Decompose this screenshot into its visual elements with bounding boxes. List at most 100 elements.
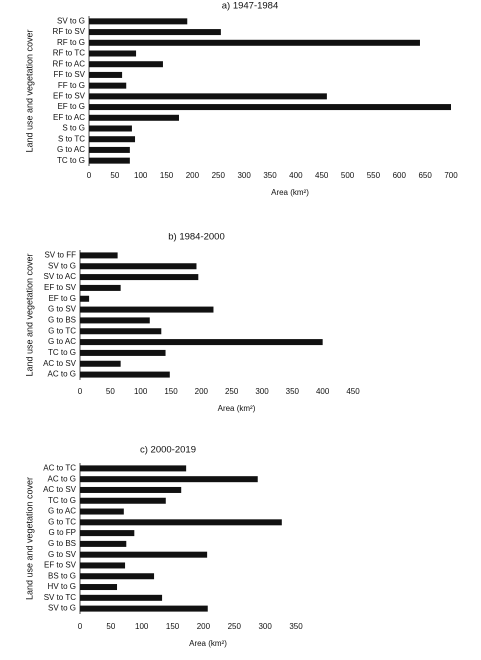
y-tick-label: SV to G (57, 16, 85, 25)
x-tick-label: 350 (286, 387, 300, 396)
bar (80, 328, 162, 335)
x-tick-label: 400 (316, 387, 330, 396)
y-tick-label: S to TC (58, 134, 85, 143)
y-tick-label: HV to G (48, 582, 76, 591)
y-axis-label: Land use and vegetation cover (24, 477, 34, 600)
x-tick-label: 0 (78, 622, 83, 631)
y-tick-label: FF to SV (53, 70, 85, 79)
bar (89, 61, 163, 68)
y-tick-label: TC to G (48, 348, 76, 357)
x-tick-label: 300 (255, 387, 269, 396)
bar (80, 530, 135, 537)
y-tick-label: SV to G (48, 604, 76, 613)
bar (80, 551, 208, 558)
bar (80, 605, 208, 612)
y-tick-label: G to AC (57, 145, 85, 154)
bar (89, 157, 130, 164)
bar (89, 29, 221, 36)
bar (80, 295, 90, 302)
y-tick-label: AC to SV (43, 359, 77, 368)
bar (80, 584, 118, 591)
x-tick-label: 350 (289, 622, 303, 631)
bar (80, 317, 150, 324)
bar (89, 82, 127, 89)
y-tick-label: G to SV (48, 305, 77, 314)
bar (89, 136, 136, 143)
bar (80, 573, 155, 580)
y-tick-label: AC to G (48, 474, 76, 483)
x-tick-label: 700 (444, 171, 458, 180)
y-tick-label: RF to AC (53, 59, 86, 68)
y-tick-label: EF to SV (44, 283, 77, 292)
y-tick-label: SV to G (48, 261, 76, 270)
y-tick-label: G to TC (48, 517, 76, 526)
y-tick-label: EF to G (57, 102, 85, 111)
x-tick-label: 50 (106, 622, 115, 631)
y-tick-label: RF to G (57, 38, 85, 47)
y-tick-label: EF to SV (53, 91, 86, 100)
x-tick-label: 600 (393, 171, 407, 180)
bar (80, 339, 323, 346)
x-tick-label: 50 (110, 171, 119, 180)
x-axis-label: Area (km²) (189, 639, 227, 648)
bar (80, 562, 126, 569)
bar (80, 476, 258, 483)
x-tick-label: 250 (228, 622, 242, 631)
y-tick-label: AC to TC (43, 464, 76, 473)
y-tick-label: TC to G (48, 496, 76, 505)
x-tick-label: 550 (367, 171, 381, 180)
chart-title: b) 1984-2000 (168, 232, 225, 243)
x-tick-label: 200 (197, 622, 211, 631)
y-tick-label: SV to FF (44, 251, 76, 260)
y-tick-label: EF to SV (44, 561, 77, 570)
bar (80, 540, 127, 547)
y-tick-label: S to G (62, 124, 85, 133)
y-tick-label: G to SV (48, 550, 77, 559)
y-tick-label: G to BS (48, 539, 76, 548)
x-tick-label: 400 (289, 171, 303, 180)
bar (80, 306, 214, 313)
bar (80, 252, 118, 259)
y-tick-label: AC to G (48, 370, 76, 379)
x-tick-label: 200 (186, 171, 200, 180)
y-axis-label: Land use and vegetation cover (24, 29, 34, 152)
bar (80, 497, 166, 504)
y-tick-label: G to BS (48, 316, 76, 325)
x-tick-label: 350 (263, 171, 277, 180)
bar (89, 146, 130, 153)
bar (80, 263, 197, 270)
x-tick-label: 200 (195, 387, 209, 396)
bar (89, 125, 132, 132)
bar (89, 104, 451, 111)
x-tick-label: 650 (418, 171, 432, 180)
bar (89, 114, 179, 121)
bar (89, 18, 188, 25)
bar (80, 371, 170, 378)
x-tick-label: 500 (341, 171, 355, 180)
y-tick-label: G to AC (48, 507, 76, 516)
x-axis-label: Area (km²) (218, 404, 256, 413)
x-tick-label: 450 (315, 171, 329, 180)
bar (80, 594, 163, 601)
x-tick-label: 100 (134, 171, 148, 180)
y-tick-label: G to TC (48, 326, 76, 335)
bar (89, 39, 420, 46)
y-tick-label: EF to AC (53, 113, 85, 122)
bar (80, 360, 121, 367)
y-tick-label: SV to AC (44, 272, 77, 281)
x-tick-label: 300 (237, 171, 251, 180)
y-tick-label: EF to G (48, 294, 76, 303)
chart-title: c) 2000-2019 (140, 445, 196, 456)
bar (80, 284, 121, 291)
bar (80, 508, 124, 515)
bar (80, 465, 187, 472)
y-tick-label: RF to SV (53, 27, 86, 36)
x-tick-label: 250 (212, 171, 226, 180)
x-axis-label: Area (km²) (271, 188, 309, 197)
x-tick-label: 150 (166, 622, 180, 631)
chart-title: a) 1947-1984 (222, 1, 279, 12)
x-tick-label: 0 (87, 171, 92, 180)
x-tick-label: 50 (106, 387, 115, 396)
bar (80, 486, 182, 493)
